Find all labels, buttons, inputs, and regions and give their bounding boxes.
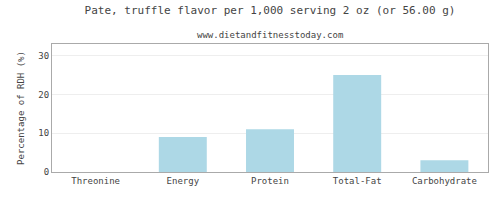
svg-text:30: 30 xyxy=(38,51,49,61)
svg-text:10: 10 xyxy=(38,128,49,138)
svg-text:www.dietandfitnesstoday.com: www.dietandfitnesstoday.com xyxy=(197,30,343,40)
svg-text:Carbohydrate: Carbohydrate xyxy=(412,176,477,186)
svg-text:Energy: Energy xyxy=(167,176,200,186)
svg-text:Percentage of RDH (%): Percentage of RDH (%) xyxy=(16,51,26,165)
svg-text:Total-Fat: Total-Fat xyxy=(333,176,382,186)
svg-text:20: 20 xyxy=(38,90,49,100)
svg-text:Protein: Protein xyxy=(251,176,289,186)
svg-text:0: 0 xyxy=(44,167,49,177)
svg-text:Threonine: Threonine xyxy=(71,176,120,186)
svg-text:Pate, truffle flavor per 1,000: Pate, truffle flavor per 1,000 serving 2… xyxy=(85,4,456,17)
